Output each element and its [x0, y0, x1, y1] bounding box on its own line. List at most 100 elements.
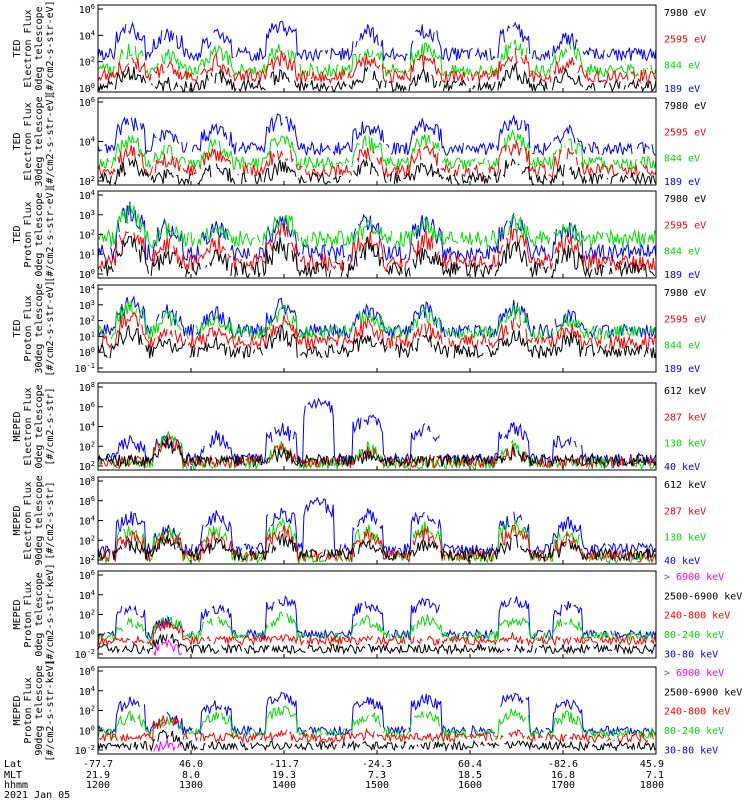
panel-2: 106 104 102 TEDElectron Flux30deg telescope… — [12, 93, 706, 189]
legend-entry: 844 eV — [664, 154, 700, 165]
series-black-trace — [97, 532, 657, 563]
y-tick-label: 104 — [79, 29, 95, 42]
legend-entry: 2595 eV — [664, 34, 706, 45]
panel-7: 106 104 102 100 10-2 MEPEDProton Flux0deg tel… — [12, 563, 742, 665]
series-green-trace — [97, 129, 657, 171]
legend-entry: 80-240 keV — [664, 630, 724, 641]
y-axis-label: TEDProton Flux30deg telescope[#/cm2-s-st… — [12, 280, 56, 376]
y-tick-label: 102 — [79, 175, 95, 188]
legend-entry: 40 keV — [664, 462, 700, 473]
series-red-trace — [100, 311, 657, 350]
y-tick-label: 106 — [79, 401, 95, 414]
y-tick-label: 104 — [79, 515, 95, 528]
series-black-trace — [97, 323, 657, 359]
panel-frame — [97, 666, 657, 755]
x-tick-value: 1400 — [272, 780, 296, 791]
panel-6: 108 106 104 102 102 MEPEDElectron Flux90deg t… — [12, 475, 706, 567]
x-row-label: Lat — [4, 759, 22, 770]
y-tick-label: 106 — [79, 569, 95, 582]
legend-entry: 240-800 keV — [664, 707, 730, 718]
x-tick-value: 21.9 — [86, 770, 110, 781]
y-tick-label: 102 — [79, 229, 95, 242]
legend-entry: 612 keV — [664, 386, 706, 397]
x-row-label: 2021 Jan 05 — [4, 790, 70, 800]
x-tick-value: 1700 — [551, 780, 575, 791]
legend-entry: 30-80 keV — [664, 649, 718, 660]
series-black-trace — [97, 633, 657, 656]
y-tick-label: 103 — [79, 209, 95, 222]
legend-entry: 2595 eV — [664, 127, 706, 138]
series-black-trace — [97, 436, 657, 469]
x-tick-value: -24.3 — [362, 759, 392, 770]
x-tick-value: 1800 — [640, 780, 664, 791]
series-green-trace — [97, 39, 657, 78]
x-tick-value: -11.7 — [269, 759, 299, 770]
x-tick-value: 1600 — [458, 780, 482, 791]
legend-entry: 189 eV — [664, 270, 700, 281]
x-tick-value: 7.1 — [646, 770, 664, 781]
y-axis-label: TEDElectron Flux0deg telescope[#/cm2-s-s… — [12, 0, 56, 96]
series-black-trace — [99, 157, 657, 186]
y-tick-label: 104 — [79, 283, 95, 296]
legend-entry: 7980 eV — [664, 8, 706, 19]
y-tick-label: 104 — [79, 136, 95, 149]
legend-entry: 2595 eV — [664, 314, 706, 325]
series-blue-trace — [97, 113, 657, 157]
y-tick-label: 10-2 — [75, 744, 95, 757]
y-tick-label: 104 — [79, 189, 95, 202]
y-tick-label: 101 — [79, 248, 95, 261]
legend-entry: 2500-6900 keV — [664, 687, 742, 698]
legend-entry: 7980 eV — [664, 288, 706, 299]
legend-entry: 189 eV — [664, 84, 700, 95]
panel-3: 104 103 102 101 100 TEDProton Flux0deg telesc… — [12, 186, 706, 282]
y-tick-label: 102 — [79, 460, 95, 473]
y-axis-label: MEPEDElectron Flux0deg telescope[#/cm2-s… — [12, 384, 56, 468]
legend-entry: 189 eV — [664, 177, 700, 188]
series-green-trace — [97, 705, 657, 740]
legend-entry: > 6900 keV — [664, 572, 724, 583]
legend-entry: 612 keV — [664, 480, 706, 491]
y-tick-label: 102 — [79, 534, 95, 547]
x-tick-value: 60.4 — [458, 759, 482, 770]
x-tick-value: 1500 — [365, 780, 389, 791]
legend-entry: 240-800 keV — [664, 611, 730, 622]
legend-entry: > 6900 keV — [664, 668, 724, 679]
y-tick-label: 101 — [79, 330, 95, 343]
y-tick-label: 102 — [79, 554, 95, 567]
legend-entry: 287 keV — [664, 412, 706, 423]
y-tick-label: 102 — [79, 705, 95, 718]
panel-5: 108 106 104 102 102 MEPEDElectron Flux0deg te… — [12, 381, 706, 473]
y-axis-label: TEDElectron Flux30deg telescope[#/cm2-s-… — [12, 93, 56, 189]
x-tick-value: 1300 — [179, 780, 203, 791]
legend-entry: 130 keV — [664, 439, 706, 450]
legend-entry: 844 eV — [664, 247, 700, 258]
series-green-trace — [97, 611, 657, 643]
y-axis-label: MEPEDElectron Flux90deg telescope[#/cm2-… — [12, 475, 56, 565]
series-red-trace — [97, 619, 657, 647]
y-axis-label: TEDProton Flux0deg telescope[#/cm2-s-str… — [12, 186, 56, 282]
legend-entry: 2500-6900 keV — [664, 591, 742, 602]
legend-entry: 30-80 keV — [664, 745, 718, 756]
y-tick-label: 104 — [79, 421, 95, 434]
x-tick-value: 8.0 — [182, 770, 200, 781]
y-axis-label: MEPEDProton Flux90deg telescope[#/cm2-s-… — [12, 659, 56, 761]
series-green-trace — [97, 203, 657, 250]
y-tick-label: 102 — [79, 609, 95, 622]
legend-entry: 287 keV — [664, 506, 706, 517]
y-axis-label: MEPEDProton Flux0deg telescope[#/cm2-s-s… — [12, 563, 56, 665]
y-tick-label: 106 — [79, 3, 95, 16]
series-black-trace — [97, 729, 657, 753]
y-tick-label: 108 — [79, 475, 95, 488]
y-tick-label: 106 — [79, 96, 95, 109]
legend-entry: 189 eV — [664, 364, 700, 375]
x-row-label: hhmm — [4, 780, 28, 791]
x-tick-value: 16.8 — [551, 770, 575, 781]
y-tick-label: 102 — [79, 315, 95, 328]
y-tick-label: 100 — [79, 724, 95, 737]
series-black-trace — [100, 235, 656, 279]
x-tick-value: 7.3 — [368, 770, 386, 781]
series-red-trace — [97, 141, 657, 179]
series-black-trace — [97, 63, 657, 93]
